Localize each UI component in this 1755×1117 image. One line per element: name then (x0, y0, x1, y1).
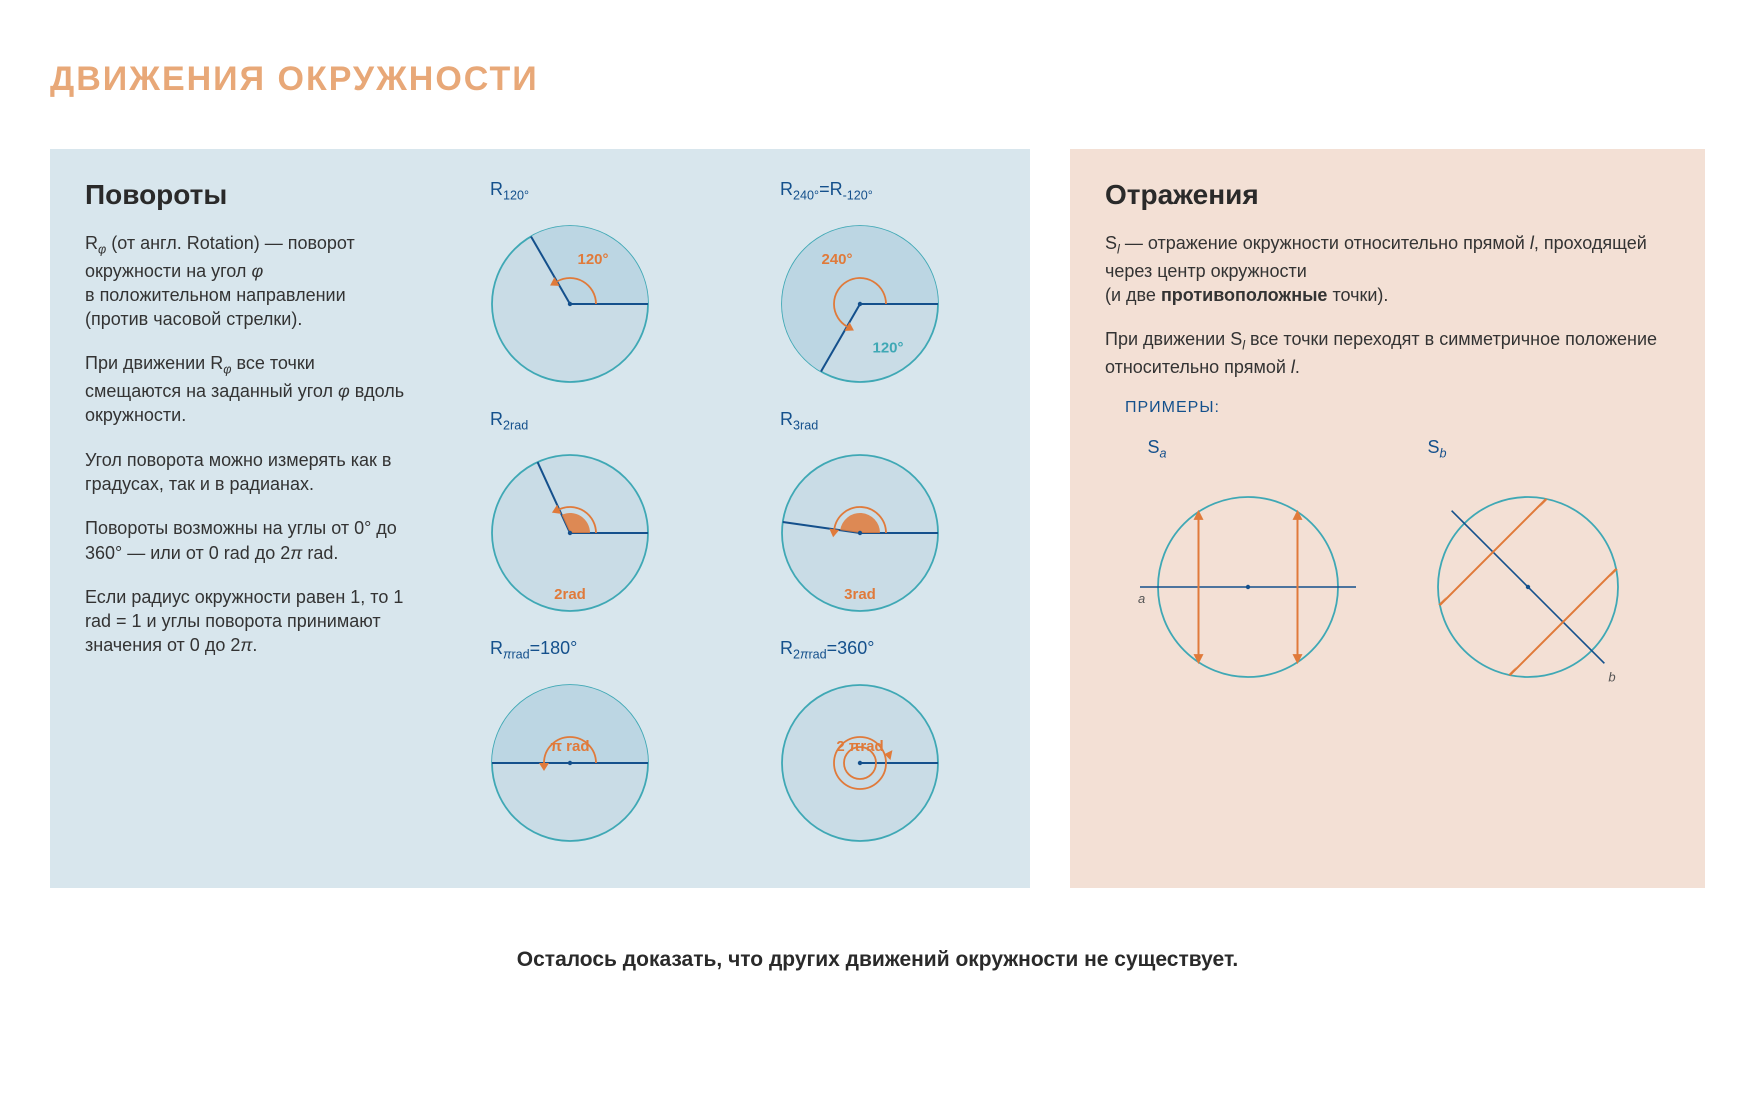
reflections-panel: Отражения Sl — отражение окружности отно… (1070, 149, 1705, 888)
reflection-diagram: Sb b (1408, 437, 1648, 697)
svg-text:π rad: π rad (551, 738, 590, 755)
reflection-diagram: Sa a (1128, 437, 1368, 697)
footer-statement: Осталось доказать, что других движений о… (50, 948, 1705, 972)
reflections-p2: При движении Sl все точки переходят в си… (1105, 327, 1670, 379)
rotation-diagram-label: R240°=R-120° (780, 179, 873, 203)
svg-text:b: b (1608, 669, 1615, 684)
rotation-diagram: R3rad 3rad (760, 409, 960, 619)
rotation-diagram-label: Rπrad=180° (490, 638, 577, 662)
rotation-diagram-label: R3rad (780, 409, 818, 433)
rotation-diagram: R240°=R-120° 240° 120° (760, 179, 960, 389)
rotation-diagram: R120° 120° (470, 179, 670, 389)
rotations-p4: Повороты возможны на углы от 0° до 360° … (85, 516, 405, 565)
reflections-heading: Отражения (1105, 179, 1670, 211)
svg-text:3rad: 3rad (844, 586, 876, 603)
rotation-diagram: R2πrad=360° 2 πrad (760, 638, 960, 848)
rotations-p5: Если радиус окружности равен 1, то 1 rad… (85, 585, 405, 658)
rotation-diagram: Rπrad=180° π rad (470, 638, 670, 848)
svg-text:2rad: 2rad (554, 586, 586, 603)
page-title: ДВИЖЕНИЯ ОКРУЖНОСТИ (50, 60, 1705, 99)
rotation-diagrams: R120° 120° R240°=R-120° 240° 120° R2rad 2rad R3… (435, 179, 995, 848)
rotations-panel: Повороты Rφ (от англ. Rotation) — поворо… (50, 149, 1030, 888)
svg-text:240°: 240° (821, 251, 852, 268)
rotation-diagram-label: R2rad (490, 409, 528, 433)
rotation-diagram-label: R120° (490, 179, 529, 203)
svg-text:120°: 120° (577, 251, 608, 268)
rotations-p2: При движении Rφ все точки смещаются на з… (85, 351, 405, 427)
rotations-heading: Повороты (85, 179, 405, 211)
rotations-p3: Угол поворота можно измерять как в граду… (85, 448, 405, 497)
reflection-diagrams: Sa a Sb b (1105, 437, 1670, 697)
rotations-p1: Rφ (от англ. Rotation) — поворот окружно… (85, 231, 405, 331)
reflections-p1: Sl — отражение окружности относительно п… (1105, 231, 1670, 307)
rotation-diagram-label: R2πrad=360° (780, 638, 874, 662)
reflection-diagram-label: Sb (1428, 437, 1447, 461)
svg-text:120°: 120° (872, 339, 903, 356)
rotation-diagram: R2rad 2rad (470, 409, 670, 619)
reflection-diagram-label: Sa (1148, 437, 1167, 461)
examples-label: ПРИМЕРЫ: (1125, 399, 1670, 417)
svg-text:a: a (1138, 591, 1145, 606)
svg-text:2 πrad: 2 πrad (836, 738, 883, 755)
